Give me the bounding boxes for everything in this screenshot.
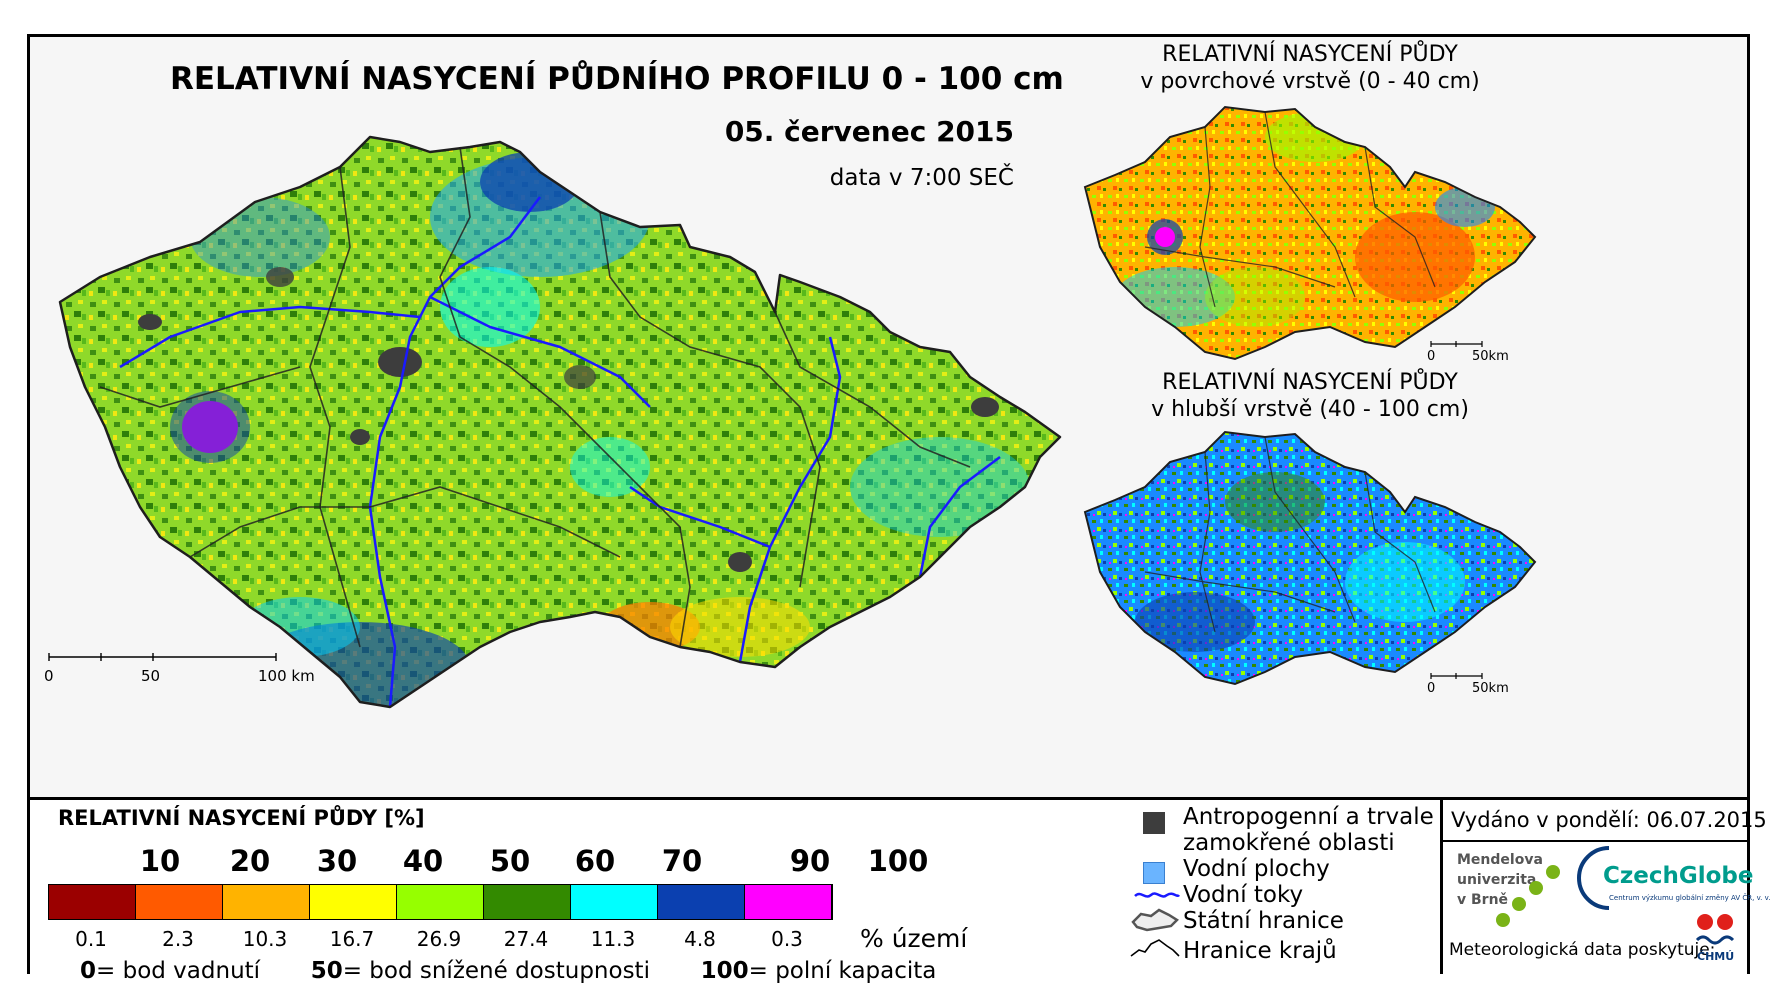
mendel-university-logo: Mendelova univerzita v Brně	[1457, 850, 1543, 910]
anthropogenic-area-icon	[1143, 812, 1165, 834]
inset-bottom-map	[1083, 430, 1537, 686]
def-50-value: 50	[310, 958, 343, 984]
inset-top-scale-50: 50km	[1472, 349, 1509, 364]
legend-pct-1: 0.1	[75, 927, 107, 951]
legend-color-segment-3	[223, 885, 310, 919]
legend-color-segment-8	[658, 885, 745, 919]
main-scale-label-0: 0	[44, 667, 54, 685]
legend-tick-30: 30	[316, 844, 358, 878]
map-area: RELATIVNÍ NASYCENÍ PŮDNÍHO PROFILU 0 - 1…	[30, 37, 1747, 797]
legend-definitions: 0= bod vadnutí 50= bod snížené dostupnos…	[80, 958, 936, 984]
main-map-czech-republic	[58, 135, 1062, 709]
issued-info-box: Vydáno v pondělí: 06.07.2015 Mendelova u…	[1440, 800, 1772, 974]
inset-bottom-title-line1: RELATIVNÍ NASYCENÍ PŮDY	[1162, 370, 1458, 395]
water-streams-label: Vodní toky	[1183, 882, 1304, 908]
main-map-time: data v 7:00 SEČ	[829, 165, 1014, 191]
legend-tick-100: 100	[867, 844, 929, 878]
czechglobe-arc-icon	[1577, 846, 1610, 910]
czechglobe-logo: CzechGlobe	[1603, 863, 1754, 889]
data-provider-label: Meteorologická data poskytuje:	[1449, 940, 1716, 960]
inset-top-map	[1083, 105, 1537, 361]
legend-pct-3: 10.3	[242, 927, 288, 951]
main-scale-label-50: 50	[141, 667, 161, 685]
state-border-label: Státní hranice	[1183, 908, 1344, 934]
inset-bottom-scale-0: 0	[1427, 681, 1436, 696]
water-stream-icon	[1134, 892, 1181, 898]
water-bodies-label: Vodní plochy	[1183, 856, 1330, 882]
legend-tick-90: 90	[789, 844, 831, 878]
legend-pct-6: 27.4	[503, 927, 549, 951]
state-border-icon	[1131, 908, 1179, 932]
chmu-logo-icon	[1695, 914, 1735, 945]
legend-color-segment-1	[49, 885, 136, 919]
water-body-icon	[1143, 862, 1165, 884]
legend-color-segment-4	[310, 885, 397, 919]
inset-top-title-line1: RELATIVNÍ NASYCENÍ PŮDY	[1162, 42, 1458, 67]
legend-pct-unit: % území	[860, 924, 968, 953]
map-symbol-legend: Antropogenní a trvale zamokřené oblasti …	[1125, 800, 1434, 974]
czechglobe-subtitle: Centrum výzkumu globální změny AV ČR, v.…	[1609, 894, 1772, 902]
legend-color-segment-9	[745, 885, 832, 919]
legend-area: RELATIVNÍ NASYCENÍ PŮDY [%] 10 20 30 40 …	[30, 797, 1772, 984]
legend-tick-50: 50	[489, 844, 531, 878]
legend-pct-9: 0.3	[771, 927, 803, 951]
legend-tick-40: 40	[402, 844, 444, 878]
legend-pct-2: 2.3	[162, 927, 194, 951]
inset-bottom-scale-bar: 0 50km	[1427, 669, 1540, 699]
mendel-dots-icon	[1496, 865, 1560, 927]
legend-pct-5: 26.9	[416, 927, 462, 951]
def-100-value: 100	[700, 958, 749, 984]
main-map-title: RELATIVNÍ NASYCENÍ PŮDNÍHO PROFILU 0 - 1…	[170, 61, 1064, 97]
legend-pct-7: 11.3	[590, 927, 636, 951]
legend-ticks: 10 20 30 40 50 60 70 90 100	[45, 844, 1045, 878]
def-0-text: = bod vadnutí	[96, 958, 261, 984]
main-scale-label-100: 100 km	[258, 667, 315, 685]
inset-top-title-line2: v povrchové vrstvě (0 - 40 cm)	[1140, 69, 1480, 94]
inset-top-scale-bar: 0 50km	[1427, 337, 1540, 367]
legend-tick-70: 70	[661, 844, 703, 878]
legend-tick-60: 60	[574, 844, 616, 878]
mendel-line1: Mendelova	[1457, 852, 1543, 868]
anthropogenic-label: Antropogenní a trvale zamokřené oblasti	[1183, 804, 1434, 856]
main-map-date: 05. červenec 2015	[724, 115, 1014, 148]
region-border-icon	[1130, 939, 1180, 957]
chmu-label: ČHMÚ	[1697, 950, 1735, 963]
inset-bottom-title-line2: v hlubší vrstvě (40 - 100 cm)	[1151, 397, 1469, 422]
legend-color-segment-7	[571, 885, 658, 919]
legend-tick-20: 20	[229, 844, 271, 878]
legend-title: RELATIVNÍ NASYCENÍ PŮDY [%]	[58, 806, 425, 830]
mendel-line2: univerzita	[1457, 872, 1537, 888]
inset-top-title: RELATIVNÍ NASYCENÍ PŮDY v povrchové vrst…	[1140, 41, 1480, 95]
legend-color-segment-6	[484, 885, 571, 919]
anthropogenic-label-line1: Antropogenní a trvale	[1183, 804, 1434, 830]
mendel-line3: v Brně	[1457, 892, 1509, 908]
map-frame: RELATIVNÍ NASYCENÍ PŮDNÍHO PROFILU 0 - 1…	[27, 34, 1772, 984]
issued-divider	[1443, 840, 1747, 842]
legend-color-bar	[48, 884, 833, 920]
legend-color-segment-2	[136, 885, 223, 919]
inset-bottom-scale-50: 50km	[1472, 681, 1509, 696]
inset-bottom-title: RELATIVNÍ NASYCENÍ PŮDY v hlubší vrstvě …	[1140, 369, 1480, 423]
issued-date: Vydáno v pondělí: 06.07.2015	[1451, 808, 1767, 832]
legend-tick-10: 10	[139, 844, 181, 878]
def-100-text: = polní kapacita	[748, 958, 937, 984]
legend-color-segment-5	[397, 885, 484, 919]
anthropogenic-label-line2: zamokřené oblasti	[1183, 830, 1395, 856]
inset-top-scale-0: 0	[1427, 349, 1436, 364]
def-0-value: 0	[80, 958, 97, 984]
def-50-text: = bod snížené dostupnosti	[342, 958, 650, 984]
legend-pct-4: 16.7	[329, 927, 375, 951]
main-scale-bar: 0 50 100 km	[44, 649, 315, 689]
region-border-label: Hranice krajů	[1183, 938, 1337, 964]
legend-pct-8: 4.8	[684, 927, 716, 951]
